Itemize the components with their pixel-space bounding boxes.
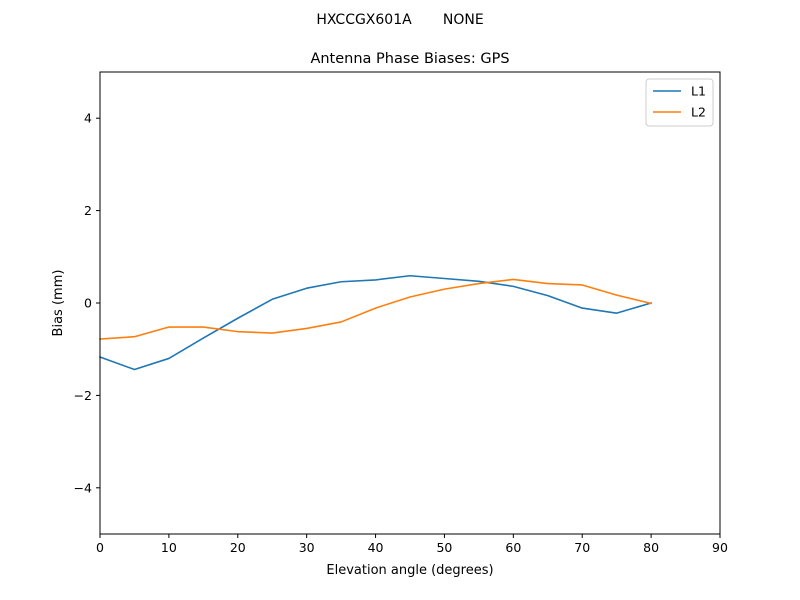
x-tick-label: 60 — [505, 540, 521, 555]
x-tick-label: 30 — [299, 540, 315, 555]
x-tick-label: 10 — [161, 540, 177, 555]
y-tick-label: −2 — [74, 388, 92, 403]
y-tick-label: 0 — [84, 296, 92, 311]
series-line-l2 — [99, 278, 653, 340]
y-tick-label: −4 — [74, 480, 92, 495]
x-tick-label: 20 — [230, 540, 246, 555]
axes-frame — [99, 71, 721, 535]
x-tick-label: 90 — [712, 540, 728, 555]
x-tick-label: 50 — [436, 540, 452, 555]
x-axis-label: Elevation angle (degrees) — [326, 563, 493, 578]
y-tick-label: 4 — [84, 111, 92, 126]
chart-title: Antenna Phase Biases: GPS — [310, 51, 509, 67]
y-axis-ticks: −4 −2 0 2 4 — [74, 111, 100, 495]
y-tick-label: 2 — [84, 203, 92, 218]
y-axis-label: Bias (mm) — [51, 270, 66, 337]
x-axis-ticks: 0 10 20 30 40 50 60 70 80 90 — [96, 534, 728, 555]
x-tick-label: 80 — [643, 540, 659, 555]
plot-area — [98, 274, 653, 371]
figure-suptitle: HXCCGX601A NONE — [316, 12, 483, 28]
legend-label-l2: L2 — [691, 105, 706, 120]
series-line-l1 — [98, 274, 653, 371]
x-tick-label: 70 — [574, 540, 590, 555]
x-tick-label: 0 — [96, 540, 104, 555]
legend-label-l1: L1 — [691, 84, 706, 99]
x-tick-label: 40 — [368, 540, 384, 555]
